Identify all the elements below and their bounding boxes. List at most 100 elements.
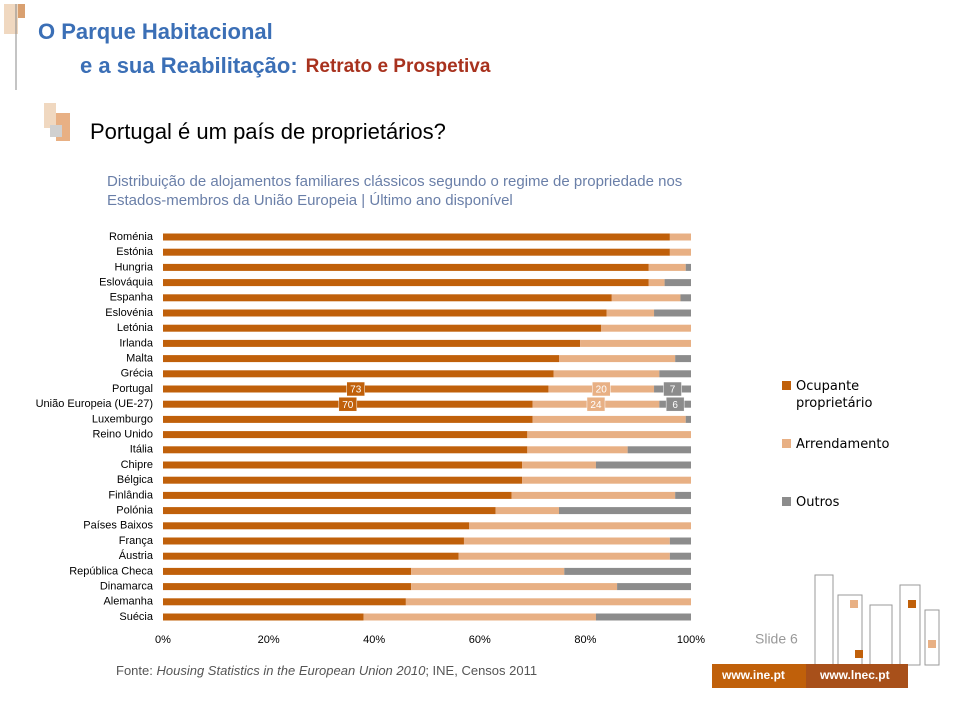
y-tick-label: Reino Unido [92, 429, 153, 441]
bar-segment [495, 507, 559, 515]
y-tick-label: Países Baixos [83, 520, 153, 532]
chart-title: Distribuição de alojamentos familiares c… [107, 173, 682, 209]
decor [869, 604, 893, 666]
y-tick-label: Eslováquia [99, 277, 154, 289]
bar-segment [595, 461, 691, 469]
decor [899, 584, 921, 666]
y-tick-label: França [119, 535, 154, 547]
decor [50, 125, 62, 137]
bar-segment [163, 248, 670, 256]
y-tick-label: Suécia [119, 611, 154, 623]
bar-segment [405, 598, 691, 606]
bar-segment [553, 370, 660, 378]
logo-ine: www.ine.pt [721, 668, 785, 682]
bar-segment [606, 309, 655, 317]
bar-segment [675, 355, 691, 363]
bar-segment [648, 279, 665, 287]
decor [908, 600, 916, 608]
bar-segment [669, 233, 691, 241]
bar-segment [411, 567, 565, 575]
bar-segment [664, 279, 691, 287]
value-label: 6 [672, 400, 678, 411]
bar-segment [163, 507, 496, 515]
bar-segment [669, 537, 691, 545]
bar-segment [163, 491, 512, 499]
source: Fonte: Housing Statistics in the Europea… [116, 663, 537, 678]
legend-swatch [782, 439, 791, 448]
bar-segment [680, 294, 691, 302]
bar-segment [611, 294, 681, 302]
bar-segment [469, 522, 691, 530]
legend-swatch [782, 381, 791, 390]
y-tick-label: Malta [126, 353, 154, 365]
header-title: O Parque Habitacional [38, 19, 273, 44]
bar-segment [163, 613, 364, 621]
bar-segment [163, 309, 607, 317]
decor [850, 600, 858, 608]
x-tick-label: 100% [677, 634, 705, 646]
decor [855, 650, 863, 658]
x-tick-label: 80% [574, 634, 596, 646]
y-tick-label: Luxemburgo [92, 413, 153, 425]
value-label-box [663, 381, 682, 397]
bar-segment [163, 583, 412, 591]
bar-segment [163, 461, 523, 469]
bar-segment [564, 567, 691, 575]
source-prefix: Fonte: [116, 663, 153, 678]
y-tick-label: Finlândia [108, 489, 154, 501]
bar-segment [458, 552, 670, 560]
bar-segment [559, 507, 691, 515]
header-subtitle-main: e a sua Reabilitação: [80, 53, 298, 78]
bar-segment [163, 567, 412, 575]
y-tick-label: Polónia [116, 505, 154, 517]
value-label: 73 [350, 385, 362, 396]
y-tick-label: Estónia [116, 246, 154, 258]
bar-segment [363, 613, 596, 621]
legend-label: Ocupante proprietário [796, 379, 873, 411]
decor [44, 103, 56, 128]
bar-segment [659, 370, 691, 378]
bar-segment [411, 583, 618, 591]
legend-label: Outros [796, 495, 840, 510]
bar-segment [669, 552, 691, 560]
bar-segment [617, 583, 691, 591]
y-tick-label: União Europeia (UE-27) [36, 398, 153, 410]
bar-segment [163, 476, 523, 484]
slide-title: Portugal é um país de proprietários? [90, 119, 446, 144]
y-tick-label: Grécia [121, 368, 154, 380]
y-tick-label: Dinamarca [100, 581, 154, 593]
y-tick-label: Áustria [119, 549, 154, 562]
bar-segment [163, 263, 649, 271]
bar-segment [559, 355, 676, 363]
y-tick-label: Itália [130, 444, 154, 456]
bar-segment [595, 613, 691, 621]
value-label-box [346, 381, 365, 397]
logo-lnec: www.lnec.pt [819, 668, 890, 682]
decor [814, 574, 834, 666]
bar-segment [163, 233, 670, 241]
bar-segment [163, 446, 528, 454]
y-tick-label: Bélgica [117, 474, 154, 486]
bar-segment [654, 309, 691, 317]
value-label-box [665, 396, 685, 412]
value-label-box [586, 396, 606, 412]
legend-swatch [782, 497, 791, 506]
bar-segment [675, 491, 691, 499]
bar-segment [163, 431, 528, 439]
bar-segment [163, 415, 533, 423]
y-tick-label: Roménia [109, 231, 154, 243]
header-subtitle-suffix: Retrato e Prospetiva [306, 56, 491, 77]
decor [924, 609, 940, 666]
decor [4, 4, 18, 34]
source-italic: Housing Statistics in the European Union… [156, 663, 426, 678]
bar-segment [163, 552, 459, 560]
y-tick-label: Eslovénia [105, 307, 154, 319]
bar-segment [163, 370, 554, 378]
y-tick-label: Letónia [117, 322, 154, 334]
bar-segment [685, 415, 691, 423]
chart-title-line: Estados-membros da União Europeia | Últi… [107, 192, 513, 209]
y-tick-label: Alemanha [103, 596, 153, 608]
decor [18, 4, 25, 18]
